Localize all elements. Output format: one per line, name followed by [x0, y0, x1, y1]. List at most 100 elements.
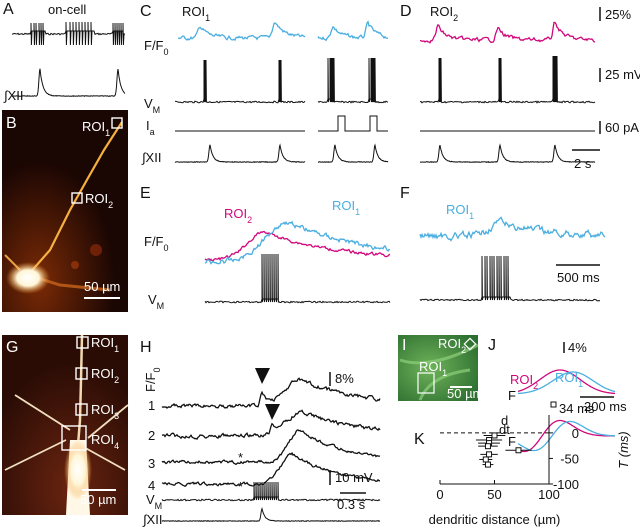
roi-label: ROI1 [182, 4, 210, 23]
roi-label-base: ROI [91, 366, 114, 381]
roi-label-base: ROI [446, 202, 469, 217]
trace [178, 22, 306, 42]
trace-label-sub: 0 [164, 243, 169, 253]
marker [550, 401, 557, 408]
trace-label: dt [499, 422, 510, 437]
scale-label: 50 µm [80, 492, 116, 507]
marker: * [238, 479, 243, 494]
trace-label-base: V [146, 492, 155, 507]
trace [317, 20, 389, 42]
trace [174, 59, 306, 104]
trace-label: 1 [148, 398, 155, 413]
point [482, 456, 489, 463]
trace-label: VM [148, 292, 164, 311]
roi-label: ROI1 [91, 335, 119, 354]
trace-label: F/F0 [144, 234, 169, 253]
roi-label-sub: 1 [442, 368, 447, 378]
roi-label-sub: 1 [578, 379, 583, 389]
trace [161, 451, 381, 487]
marker: * [238, 450, 243, 465]
roi-label: ROI1 [555, 370, 583, 389]
scale-label: 10 mV [335, 470, 373, 485]
roi-label-sub: 2 [461, 345, 466, 355]
trace-label-sub: a [150, 127, 155, 137]
trace [204, 253, 391, 304]
roi-label-base: ROI [224, 206, 247, 221]
trace-label-base: V [144, 96, 153, 111]
trace [161, 429, 381, 466]
trace-label-sub: M [155, 501, 163, 511]
roi-label-base: ROI [555, 370, 578, 385]
point [491, 432, 498, 439]
scale-label: 8% [335, 371, 354, 386]
axis-label-sub: 0 [152, 367, 162, 372]
trace [161, 409, 381, 441]
scale-label: 500 ms [557, 270, 600, 285]
x-axis-label: dendritic distance (µm) [429, 512, 561, 527]
trace [161, 377, 381, 409]
roi-label-base: ROI [85, 191, 108, 206]
roi-label: ROI2 [438, 336, 466, 355]
roi-label-sub: 2 [247, 215, 252, 225]
axis-label-base: F/F [143, 372, 158, 392]
image-g [2, 334, 129, 515]
panel-label: F [400, 185, 410, 202]
trace-label-sub: M [157, 301, 165, 311]
roi-label-base: ROI [82, 119, 105, 134]
y-tick-label: 0 [572, 426, 579, 441]
arrowhead [255, 368, 270, 384]
roi-label-sub: 4 [114, 441, 119, 451]
trace-label-base: V [148, 292, 157, 307]
roi-label: ROI1 [419, 359, 447, 378]
panel-label: G [6, 339, 18, 356]
roi-label: ROI1 [82, 119, 110, 138]
y-axis-label: T (ms) [616, 431, 631, 469]
trace-label: ∫XII [141, 150, 161, 165]
roi-label: ROI2 [430, 4, 458, 23]
roi-label: ROI3 [91, 402, 119, 421]
panel-label: B [6, 115, 17, 132]
panel-label: C [140, 3, 152, 20]
roi-label-sub: 1 [114, 344, 119, 354]
trace-label-base: F/F [144, 38, 164, 53]
trace-label: ∫XII [3, 88, 23, 103]
scale-label: 25% [605, 7, 631, 22]
trace [419, 143, 596, 163]
scale-label: 0.3 s [337, 497, 366, 512]
trace-label-sub: M [153, 105, 161, 115]
roi-label-base: ROI [91, 335, 114, 350]
trace [11, 21, 126, 46]
roi-label-base: ROI [182, 4, 205, 19]
trace [318, 115, 388, 132]
roi-label: ROI2 [85, 191, 113, 210]
trace-label: d [501, 413, 508, 428]
trace [419, 216, 606, 242]
scale-label: 50 µm [447, 386, 483, 401]
point [486, 451, 493, 458]
roi-label-base: ROI [510, 372, 533, 387]
traces [11, 20, 616, 523]
roi-label-sub: 1 [355, 207, 360, 217]
trace [517, 420, 615, 452]
trace [419, 21, 596, 44]
trace [161, 507, 381, 523]
scale-label: 50 µm [84, 279, 120, 294]
trace-label-sub: 0 [164, 47, 169, 57]
point [515, 447, 522, 454]
point [484, 461, 491, 468]
y-tick-label: -50 [560, 451, 579, 466]
trace-label: VM [144, 96, 160, 115]
x-tick-label: 100 [538, 487, 560, 502]
axis-label: F/F0 [143, 367, 162, 392]
trace-label: VM [146, 492, 162, 511]
roi-label-base: ROI [91, 402, 114, 417]
scale-bars [329, 7, 614, 494]
roi-label-sub: 2 [453, 13, 458, 23]
trace-label: 4 [148, 478, 155, 493]
roi-label: ROI2 [91, 366, 119, 385]
scale-label: 4% [568, 340, 587, 355]
arrowhead [265, 404, 280, 420]
trace [517, 419, 615, 453]
x-tick-label: 0 [436, 487, 443, 502]
